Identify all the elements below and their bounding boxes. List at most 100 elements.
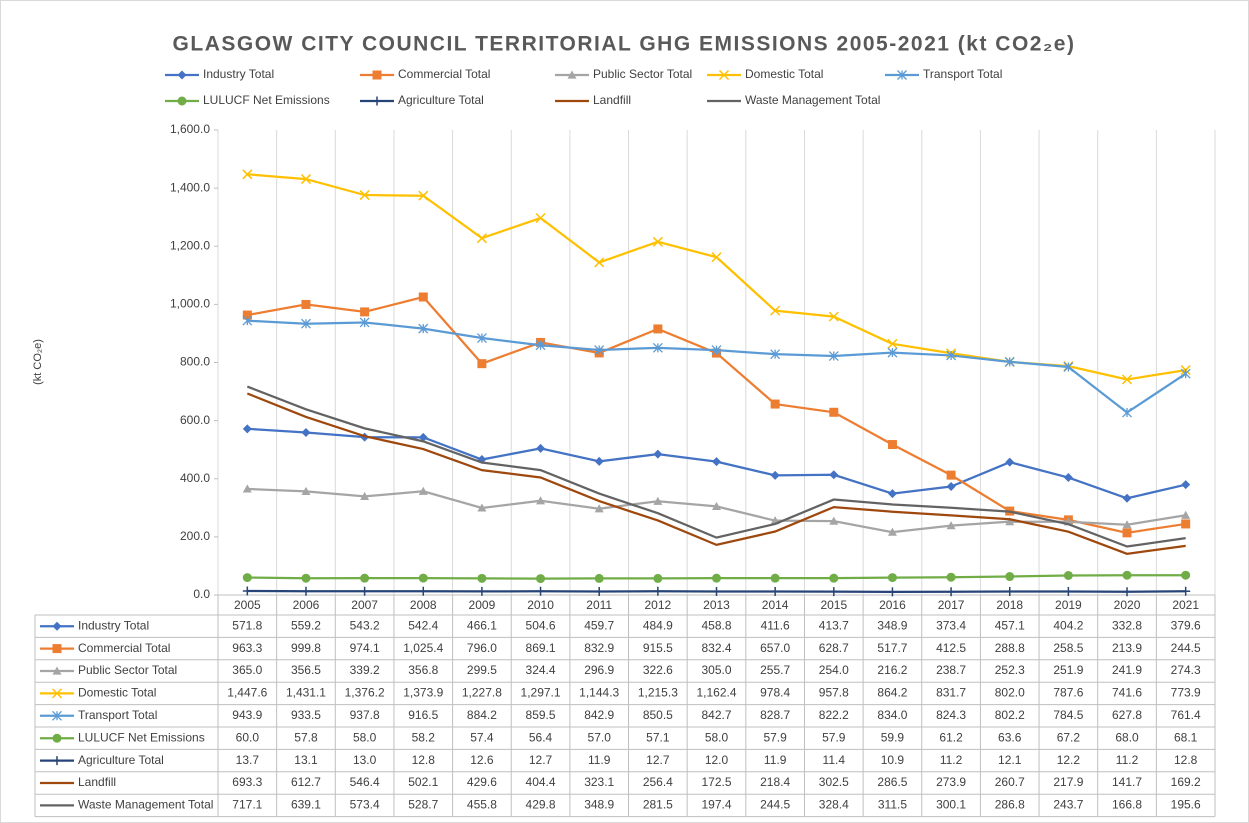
table-cell: 213.9 [1112,641,1142,655]
data-point [1121,374,1133,385]
table-cell: 58.0 [353,730,377,744]
table-cell: 11.2 [940,753,963,767]
data-point [887,347,898,358]
table-cell: 639.1 [291,798,321,812]
table-cell: 828.7 [760,708,790,722]
data-point [829,470,839,480]
table-cell: 218.4 [760,775,790,789]
table-cell: 356.8 [408,663,438,677]
x-tick-label: 2018 [996,598,1023,612]
table-cell: 528.7 [408,798,438,812]
data-point [536,496,546,505]
data-point [1005,572,1015,582]
table-cell: 1,297.1 [521,686,561,700]
table-cell: 57.0 [588,730,612,744]
table-cell: 328.4 [819,798,849,812]
table-cell: 12.6 [470,753,494,767]
table-cell: 543.2 [350,618,380,632]
legend-swatch-marker [897,70,907,80]
table-cell: 60.0 [236,730,260,744]
data-point [476,233,487,244]
table-cell: 832.4 [701,641,731,655]
data-point [476,333,487,343]
table-cell: 11.2 [1116,753,1139,767]
table-cell: 915.5 [643,641,673,655]
table-cell: 741.6 [1112,686,1142,700]
table-cell: 693.3 [232,775,262,789]
data-point [1063,570,1073,580]
data-point [594,587,604,597]
data-point [359,317,370,328]
data-point [535,212,546,224]
data-point [477,359,487,369]
table-cell: 850.5 [643,708,673,722]
x-tick-label: 2019 [1055,598,1082,612]
data-point [1122,570,1132,580]
x-tick-label: 2016 [879,598,906,612]
data-point [712,501,721,510]
data-point [535,340,546,351]
table-cell: 322.6 [643,663,673,677]
table-cell: 332.8 [1112,618,1142,632]
table-cell: 1,162.4 [696,686,736,700]
data-point [653,449,663,459]
table-cell: 251.9 [1053,663,1083,677]
legend-label: Landfill [593,93,631,107]
table-cell: 773.9 [1171,686,1201,700]
table-cell: 260.7 [995,775,1025,789]
data-point [652,342,663,353]
table-cell: 256.4 [643,775,673,789]
table-cell: 281.5 [643,798,673,812]
table-cell: 373.4 [936,618,966,632]
legend-label: Transport Total [923,67,1002,81]
data-point [359,190,370,201]
table-cell: 197.4 [701,798,731,812]
table-cell: 12.7 [646,753,670,767]
data-point [1180,368,1191,379]
table-cell: 796.0 [467,641,497,655]
table-cell: 717.1 [232,798,262,812]
table-cell: 466.1 [467,618,497,632]
data-point [946,350,957,361]
table-row-label: Commercial Total [78,641,170,655]
data-point [887,527,897,536]
table-cell: 458.8 [701,618,731,632]
table-cell: 241.9 [1112,663,1142,677]
data-point [712,587,721,597]
data-point [477,573,487,583]
data-point [418,323,429,334]
table-cell: 217.9 [1053,775,1083,789]
data-point [770,349,781,360]
data-point [653,496,663,505]
x-tick-label: 2010 [527,598,554,612]
table-cell: 286.5 [877,775,907,789]
table-swatch-marker [51,688,63,699]
table-cell: 502.1 [408,775,438,789]
table-cell: 258.5 [1053,641,1083,655]
series-line [246,385,1186,548]
table-cell: 1,227.8 [462,686,502,700]
table-cell: 11.9 [764,753,787,767]
table-cell: 802.2 [995,708,1025,722]
data-point [1005,586,1015,596]
y-tick-label: 0.0 [193,587,210,601]
table-cell: 57.9 [822,730,846,744]
data-point [770,587,780,597]
x-tick-label: 2020 [1114,598,1141,612]
table-cell: 943.9 [232,708,262,722]
data-point [1005,457,1015,467]
y-tick-label: 1,000.0 [170,297,210,311]
table-cell: 1,431.1 [286,686,326,700]
data-point [653,324,663,334]
y-tick-label: 600.0 [180,413,210,427]
legend-swatch-marker [718,69,730,81]
y-tick-label: 1,400.0 [170,180,210,194]
table-cell: 299.5 [467,663,497,677]
table-cell: 311.5 [878,798,907,812]
data-point [1122,528,1132,538]
table-row-label: Agriculture Total [78,753,164,767]
table-cell: 1,373.9 [403,686,443,700]
legend-swatch-marker [372,96,382,106]
table-cell: 571.8 [232,618,262,632]
